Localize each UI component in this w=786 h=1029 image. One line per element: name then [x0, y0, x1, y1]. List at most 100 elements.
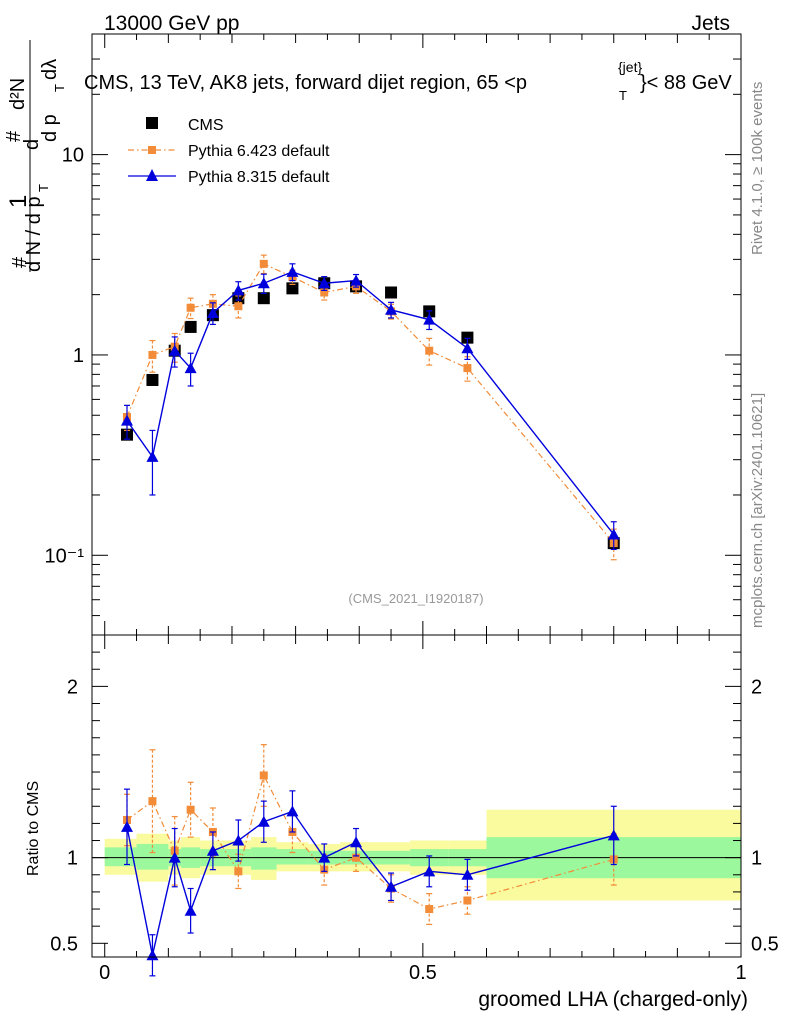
- header-jets-label: Jets: [691, 12, 730, 35]
- legend-pythia6-marker: [148, 146, 156, 154]
- plot-title-sup: {jet}: [618, 59, 642, 75]
- pythia6-ratio-point: [259, 771, 268, 780]
- legend-cms-marker: [146, 117, 158, 129]
- pythia8-ratio-point: [350, 836, 363, 848]
- ratio-xtick-label: 0.5: [409, 962, 437, 984]
- ratio-ylabel: Ratio to CMS: [25, 781, 42, 876]
- ratio-data-series: [120, 744, 620, 977]
- cms-data-point: [257, 292, 270, 305]
- plot-title-tail: }< 88 GeV: [640, 72, 732, 94]
- pythia6-ratio-point: [463, 896, 472, 905]
- pythia6-main-point: [320, 288, 329, 297]
- main-ylabel: # 1 d N / d p T # d d p T dλ d²N: [3, 40, 67, 272]
- rivet-version-label: Rivet 4.1.0, ≥ 100k events: [749, 82, 766, 255]
- pythia8-main-point: [146, 450, 159, 462]
- ylabel-hash-2: #: [3, 130, 25, 142]
- legend-entry-pythia6: Pythia 6.423 default: [128, 143, 330, 160]
- ratio-axis-ticks: 0.5 0.51 12 20 0.5 1: [50, 634, 779, 984]
- pythia8-ratio-point: [120, 820, 133, 832]
- ylabel-dlambda: dλ: [39, 59, 61, 80]
- cms-data-point: [286, 282, 299, 295]
- header-energy-label: 13000 GeV pp: [104, 12, 239, 35]
- ratio-ytick-label-right: 1: [751, 848, 762, 870]
- ratio-band-inner-7: [276, 849, 309, 865]
- cms-data-point: [461, 331, 474, 344]
- pythia8-ratio-point: [286, 805, 299, 817]
- pythia8-main-point: [184, 362, 197, 374]
- legend-pythia6-label: Pythia 6.423 default: [188, 143, 330, 160]
- pythia8-ratio-point: [257, 815, 270, 827]
- pythia8-ratio-point: [423, 865, 436, 877]
- pythia8-ratio-point: [461, 868, 474, 880]
- ylabel-d: d: [21, 139, 43, 150]
- pythia8-main-point: [120, 414, 133, 426]
- ratio-ytick-label-right: 0.5: [751, 933, 779, 955]
- ylabel-dpt-2: d p: [39, 114, 61, 142]
- cms-data-point: [385, 286, 398, 299]
- mcplots-label: mcplots.cern.ch [arXiv:2401.10621]: [749, 393, 766, 628]
- pythia6-ratio-point: [352, 853, 361, 862]
- main-ytick-label: 1: [73, 345, 84, 367]
- pythia6-main-point: [463, 364, 472, 373]
- ratio-ytick-label-right: 2: [751, 676, 762, 698]
- cms-data-point: [184, 320, 197, 333]
- pythia8-ratio-line: [126, 810, 614, 956]
- pythia8-ratio-point: [385, 880, 398, 892]
- pythia8-main-point: [461, 342, 474, 354]
- pythia6-ratio-point: [186, 805, 195, 814]
- analysis-watermark: (CMS_2021_I1920187): [348, 591, 483, 606]
- legend-cms-label: CMS: [188, 117, 224, 134]
- pythia8-main-point: [232, 284, 245, 296]
- pythia6-ratio-line: [126, 773, 614, 910]
- ylabel-hash-1: #: [9, 256, 31, 268]
- ratio-plot-frame: [91, 634, 742, 958]
- pythia6-main-point: [148, 350, 157, 359]
- ratio-ytick-label-left: 1: [67, 848, 78, 870]
- legend-pythia8-marker: [146, 169, 158, 181]
- cms-data-point: [146, 373, 159, 386]
- pythia8-main-point: [607, 528, 620, 540]
- pythia6-ratio-point: [234, 867, 243, 876]
- pythia8-main-point: [423, 313, 436, 325]
- ylabel-t-sub-1: T: [36, 184, 51, 192]
- ratio-xtick-label: 1: [735, 962, 746, 984]
- main-ytick-label: 10: [62, 145, 84, 167]
- pythia8-ratio-point: [184, 904, 197, 916]
- pythia8-main-point: [385, 303, 398, 315]
- ratio-band-inner-1: [136, 843, 169, 870]
- ratio-band-inner-6: [251, 847, 277, 870]
- legend-entry-cms: CMS: [146, 117, 224, 134]
- ratio-xtick-label: 0: [99, 962, 110, 984]
- legend-entry-pythia8: Pythia 8.315 default: [128, 169, 330, 186]
- pythia8-main-point: [350, 274, 363, 286]
- pythia8-ratio-point: [318, 851, 331, 863]
- plot-title-sub: T: [619, 88, 627, 103]
- ratio-band-inner-0: [104, 847, 137, 867]
- legend: CMS Pythia 6.423 default Pythia 8.315 de…: [128, 117, 330, 186]
- ylabel-dn-dpt: d N / d p: [23, 196, 45, 272]
- pythia6-main-point: [425, 346, 434, 355]
- pythia6-main-line: [126, 263, 615, 544]
- ylabel-t-sub-2: T: [52, 84, 67, 92]
- pythia8-ratio-point: [232, 834, 245, 846]
- pythia8-main-point: [257, 277, 270, 289]
- ratio-ytick-label-left: 2: [67, 676, 78, 698]
- pythia8-ratio-point: [607, 829, 620, 841]
- pythia8-main-point: [206, 306, 219, 318]
- main-ytick-label: 10⁻¹: [45, 545, 85, 567]
- ylabel-one: 1: [5, 195, 32, 208]
- main-axis-ticks: 10⁻¹ 1 10: [45, 33, 742, 636]
- pythia8-ratio-point: [146, 949, 159, 961]
- x-axis-label: groomed LHA (charged-only): [478, 988, 748, 1011]
- pythia6-main-point: [259, 259, 268, 268]
- ratio-ytick-label-left: 0.5: [50, 933, 78, 955]
- pythia8-main-point: [168, 344, 181, 356]
- plot-title-main: CMS, 13 TeV, AK8 jets, forward dijet reg…: [84, 72, 527, 94]
- pythia8-main-point: [286, 265, 299, 277]
- legend-pythia8-label: Pythia 8.315 default: [188, 169, 330, 186]
- pythia8-ratio-point: [206, 844, 219, 856]
- pythia8-ratio-point: [168, 851, 181, 863]
- ylabel-d2n: d²N: [7, 78, 29, 110]
- pythia6-main-point: [234, 302, 243, 311]
